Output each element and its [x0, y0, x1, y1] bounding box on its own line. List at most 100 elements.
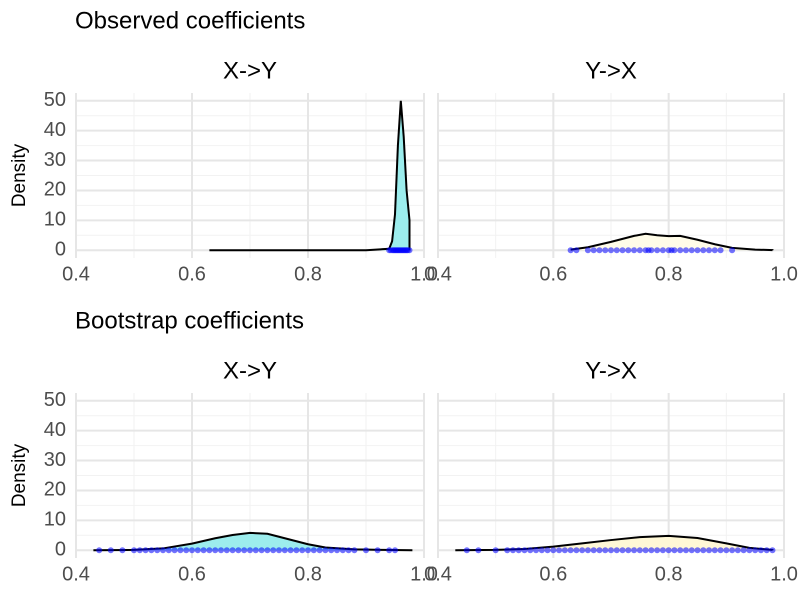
- rug-point: [229, 547, 236, 554]
- density-line: [570, 232, 774, 252]
- rug-point: [567, 247, 574, 254]
- rug-point: [241, 547, 248, 554]
- rug-point: [544, 547, 551, 554]
- rug-point: [700, 247, 707, 254]
- rug-point: [757, 547, 764, 554]
- rug-point: [345, 547, 352, 554]
- rug-point: [717, 247, 724, 254]
- rug-point: [183, 547, 190, 554]
- rug-point: [258, 547, 265, 554]
- rug-point: [339, 547, 346, 554]
- rug-point: [264, 547, 271, 554]
- rug-point: [165, 547, 172, 554]
- y-tick-label: 10: [44, 209, 66, 231]
- rug-point: [677, 247, 684, 254]
- x-tick-label: 0.6: [178, 263, 206, 285]
- y-tick-label: 0: [55, 239, 66, 261]
- rug-point: [717, 547, 724, 554]
- rug-point: [636, 547, 643, 554]
- rug-point: [602, 547, 609, 554]
- rug-point: [305, 547, 311, 554]
- rug-point: [682, 247, 689, 254]
- rug-point: [194, 547, 201, 554]
- rug-point: [218, 547, 224, 554]
- rug-point: [252, 547, 259, 554]
- row-title: Bootstrap coefficients: [75, 307, 304, 334]
- rug-point: [602, 247, 609, 254]
- panel-title: X->Y: [223, 57, 277, 84]
- rug-point: [752, 547, 759, 554]
- rug-point: [636, 247, 643, 254]
- rug-point: [734, 547, 741, 554]
- y-tick-label: 30: [44, 149, 66, 171]
- rug-point: [270, 547, 277, 554]
- rug-point: [527, 547, 534, 554]
- x-tick-label: 0.4: [424, 263, 452, 285]
- rug-point: [596, 247, 603, 254]
- rug-point: [533, 547, 540, 554]
- x-tick-label: 0.8: [655, 563, 683, 585]
- rug-point: [671, 247, 678, 254]
- rug-point: [148, 547, 155, 554]
- rug-point: [160, 547, 166, 554]
- rug-point: [763, 547, 770, 554]
- y-tick-label: 0: [55, 539, 66, 561]
- rug-point: [579, 547, 586, 554]
- rug-point: [613, 247, 620, 254]
- rug-point: [573, 247, 580, 254]
- rug-point: [492, 547, 499, 554]
- x-tick-label: 1.0: [770, 563, 798, 585]
- rug-point: [509, 547, 516, 554]
- rug-point: [189, 547, 195, 554]
- rug-point: [556, 547, 563, 554]
- rug-point: [351, 547, 358, 554]
- x-tick-label: 0.8: [294, 263, 322, 285]
- rug-point: [136, 547, 143, 554]
- x-tick-label: 0.8: [294, 563, 322, 585]
- rug-point: [682, 547, 689, 554]
- row-title: Observed coefficients: [75, 7, 305, 34]
- rug-point: [619, 247, 626, 254]
- rug-point: [374, 547, 381, 554]
- rug-point: [688, 547, 695, 554]
- y-tick-label: 10: [44, 509, 66, 531]
- density-line: [209, 100, 411, 252]
- y-axis-label: Density: [9, 143, 30, 207]
- rug-point: [223, 547, 230, 554]
- rug-point: [729, 247, 736, 254]
- rug-point: [625, 247, 632, 254]
- y-tick-label: 30: [44, 449, 66, 471]
- rug-point: [573, 547, 580, 554]
- x-tick-label: 1.0: [410, 563, 438, 585]
- rug-point: [648, 547, 655, 554]
- rug-point: [392, 547, 398, 554]
- panel-title: Y->X: [585, 357, 637, 384]
- x-tick-label: 0.8: [655, 263, 683, 285]
- rug-point: [648, 247, 655, 254]
- rug-point: [107, 547, 114, 554]
- panel-title: Y->X: [585, 57, 637, 84]
- rug-point: [659, 547, 666, 554]
- rug-point: [475, 547, 482, 554]
- rug-point: [363, 547, 369, 554]
- rug-point: [281, 547, 288, 554]
- rug-point: [200, 547, 207, 554]
- rug-point: [729, 547, 736, 554]
- rug-point: [608, 247, 614, 254]
- y-tick-label: 40: [44, 419, 66, 441]
- rug-point: [322, 547, 329, 554]
- rug-point: [631, 247, 638, 254]
- rug-point: [316, 547, 323, 554]
- rug-point: [746, 547, 753, 554]
- rug-point: [276, 547, 282, 554]
- rug-point: [567, 547, 574, 554]
- rug-point: [293, 547, 300, 554]
- rug-point: [212, 547, 219, 554]
- rug-point: [654, 247, 661, 254]
- rug-point: [619, 547, 626, 554]
- rug-point: [642, 547, 649, 554]
- rug-point: [659, 247, 666, 254]
- y-tick-label: 50: [44, 389, 66, 411]
- rug-point: [299, 547, 306, 554]
- rug-point: [463, 547, 470, 554]
